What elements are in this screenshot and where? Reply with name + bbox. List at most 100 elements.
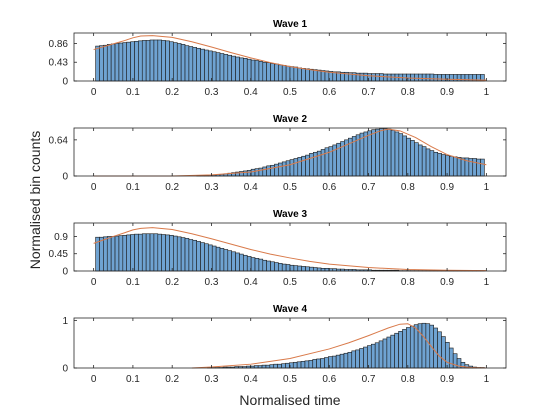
y-tick-label: 0 [62,172,68,183]
x-tick-label: 0.9 [440,374,454,385]
histogram-bar [409,325,415,369]
histogram-bar [363,131,369,177]
x-tick-label: 0.4 [244,182,258,193]
x-tick-label: 0.2 [165,87,179,98]
histogram-bar [243,58,248,82]
y-tick-label: 0.9 [54,232,68,243]
histogram-bar [371,73,376,82]
histogram-bar [176,236,182,272]
histogram-bar [250,59,256,82]
histogram-bar [254,258,260,272]
histogram-bar [285,264,291,272]
histogram-bar [410,140,415,177]
histogram-bar [243,254,248,272]
histogram-bar [476,158,481,177]
histogram-bar [204,243,209,272]
histogram-bar [184,45,190,82]
fit-curve-line [191,323,487,369]
y-tick-label: 1 [62,316,68,327]
subplot-title: Wave 4 [273,304,308,315]
histogram-bar [114,235,120,272]
histogram-bar [235,252,240,272]
histogram-bars [196,128,485,177]
y-tick-label: 0 [62,77,68,88]
x-tick-label: 0.5 [283,87,297,98]
histogram-bar [289,264,295,272]
histogram-bar [200,242,205,272]
y-tick-label: 0.64 [49,135,69,146]
histogram-bar [274,262,279,272]
y-tick-label: 0 [62,364,68,375]
histogram-bar [305,68,310,82]
histogram-bar [383,128,388,177]
histogram-bar [363,72,369,82]
x-tick-label: 0.2 [165,277,179,288]
y-axis-label: Normalised bin counts [27,131,43,270]
histogram-bar [359,348,364,369]
x-tick-label: 0.3 [205,87,219,98]
histogram-bar [281,161,287,177]
histogram-bar [417,73,423,82]
histogram-bar [103,236,108,272]
histogram-bar [258,258,264,272]
histogram-bar [445,341,450,369]
histogram-bar [270,261,275,272]
histogram-bar [390,334,395,369]
subplot-title: Wave 1 [273,19,308,30]
subplot-title: Wave 2 [273,114,308,125]
subplot-wave-3: Wave 3 0 0.1 0.2 0.3 0.4 0.5 0.6 0.7 0.8 0.9 1 0 0.45… [49,209,507,288]
histogram-bar [410,73,415,82]
x-tick-label: 0 [91,374,97,385]
x-tick-label: 0.7 [362,277,376,288]
histogram-bar [103,44,108,82]
histogram-bar [157,39,162,82]
histogram-bar [386,73,392,82]
histogram-bar [250,168,256,177]
histogram-bar [261,364,267,369]
x-tick-label: 0.8 [401,87,415,98]
histogram-bar [176,43,182,82]
histogram-bar [320,358,325,369]
histogram-bar [196,241,201,272]
histogram-bar [390,129,396,177]
histogram-bar [95,45,100,82]
subplot-wave-4: Wave 4 0 0.1 0.2 0.3 0.4 0.5 0.6 0.7 0.8 0.9 1 0 1 [62,304,507,385]
x-tick-label: 0.8 [401,182,415,193]
histogram-bar [370,343,376,369]
histogram-bar [425,323,431,369]
histogram-bar [301,155,306,177]
histogram-bar [300,361,306,369]
histogram-bar [402,135,407,177]
histogram-bar [441,336,446,369]
histogram-bar [118,42,124,82]
x-tick-label: 0.6 [322,182,336,193]
histogram-bar [375,128,380,177]
histogram-bar [363,346,368,369]
histogram-bar [320,268,326,272]
histogram-bars [95,233,485,272]
histogram-bar [301,266,306,272]
histogram-bar [141,233,147,272]
x-tick-label: 0.2 [165,182,179,193]
subplot-wave-1: Wave 1 0 0.1 0.2 0.3 0.4 0.5 0.6 0.7 0.8 0.9 1 0 0.43… [49,19,507,98]
histogram-bar [367,130,372,177]
histogram-bar [301,68,306,82]
histogram-bar [138,40,143,82]
histogram-bar [153,39,159,82]
histogram-bar [278,64,283,82]
histogram-bar [204,49,209,82]
histogram-bar [367,345,372,369]
histogram-bar [223,54,229,82]
histogram-bar [134,233,139,272]
histogram-bar [285,65,291,82]
histogram-bar [262,259,267,272]
histogram-bar [421,146,427,177]
histogram-bar [304,360,310,369]
histogram-bar [173,42,178,82]
histogram-bar [192,47,197,82]
histogram-bar [243,170,248,177]
histogram-bar [371,129,376,177]
histogram-bar [429,73,435,82]
histogram-bar [122,42,128,82]
